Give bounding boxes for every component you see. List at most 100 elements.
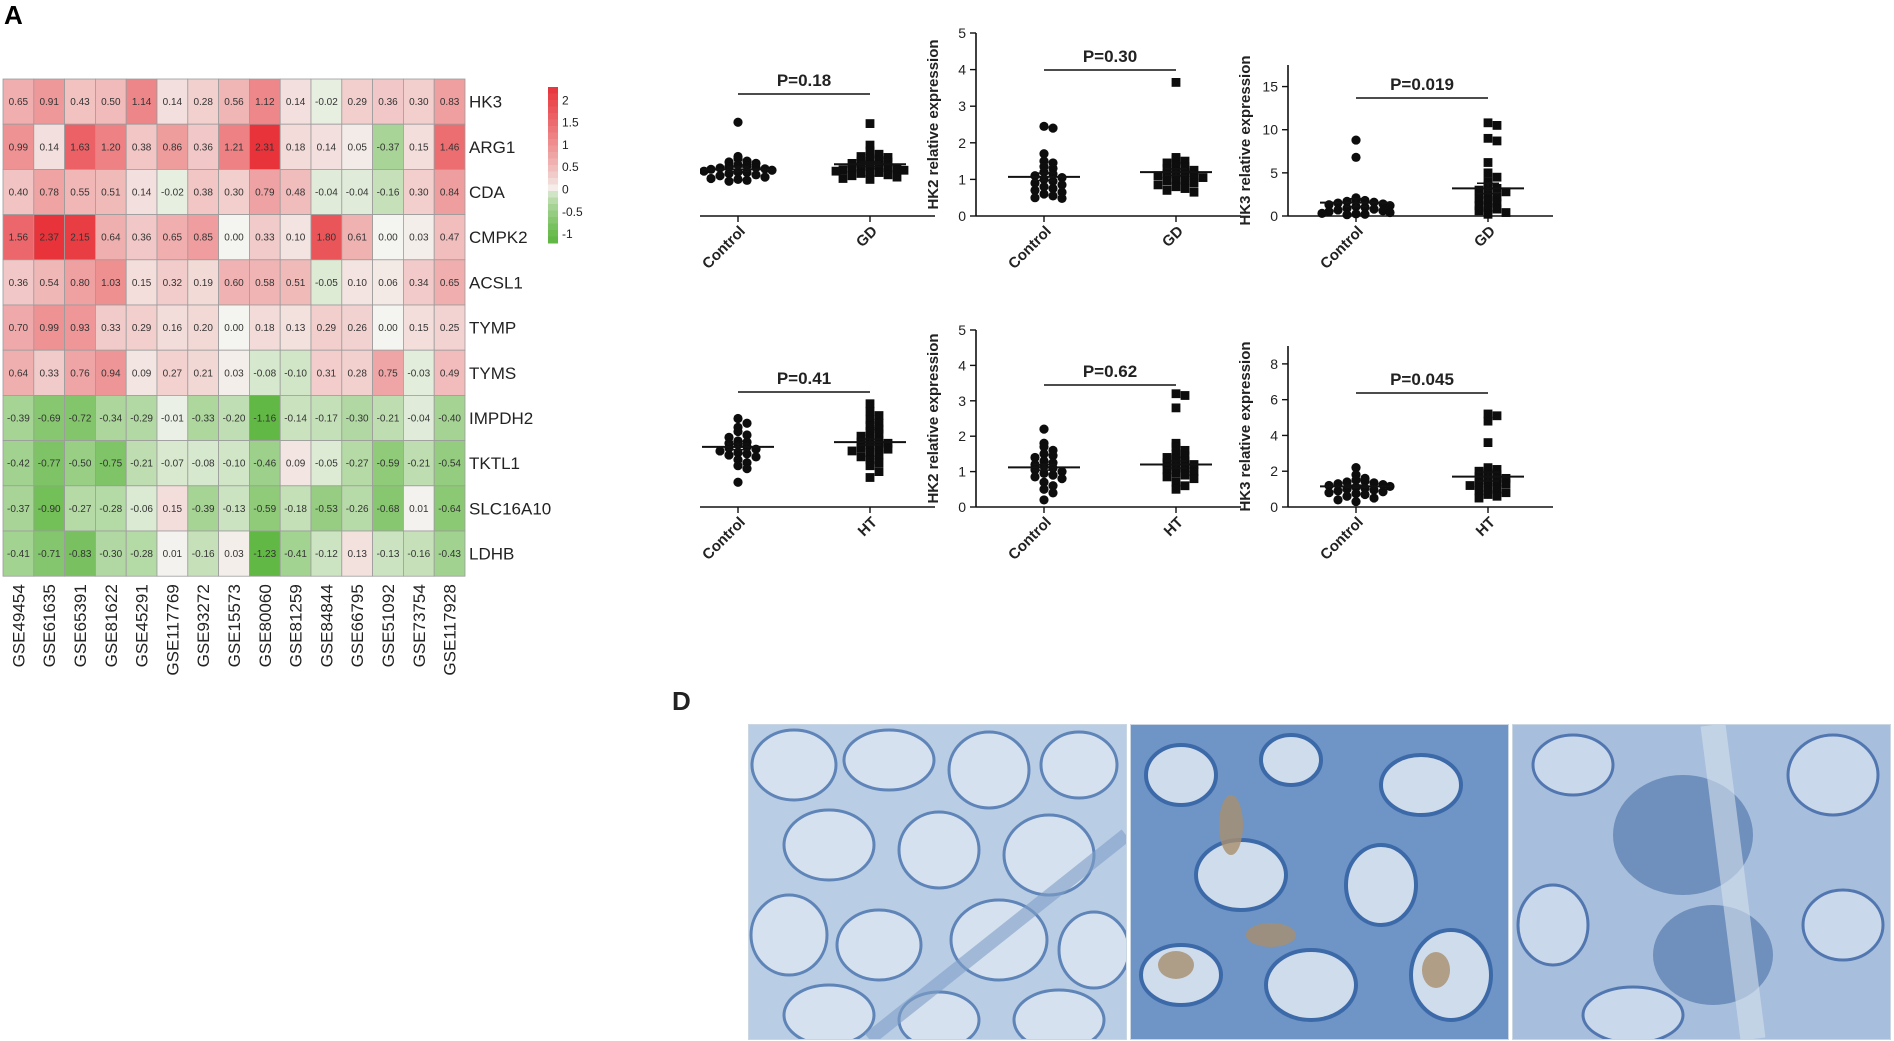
heatmap-column-label: GSE84844	[317, 584, 336, 667]
data-point	[1039, 468, 1049, 478]
heatmap-cell	[279, 394, 312, 441]
heatmap-cell	[341, 530, 373, 577]
legend-color-step	[548, 119, 558, 127]
legend-color-step	[548, 191, 558, 198]
heatmap-cell	[95, 123, 127, 170]
y-tick-label: 1	[958, 171, 966, 187]
y-tick-label: 0	[958, 499, 966, 515]
data-point	[874, 149, 884, 159]
heatmap-cell-value: 0.40	[9, 188, 29, 199]
data-point	[1048, 481, 1058, 491]
heatmap-cell-value: -0.90	[38, 504, 61, 515]
heatmap-cell-value: 0.54	[39, 278, 59, 289]
data-point	[1385, 207, 1395, 218]
heatmap-cell-value: -0.69	[38, 414, 61, 425]
legend-color-step	[548, 145, 558, 153]
heatmap-cell-value: -0.03	[407, 368, 430, 379]
legend-color-step	[548, 184, 558, 192]
heatmap-cell-value: 0.14	[286, 97, 306, 108]
heatmap-cell	[341, 304, 373, 351]
heatmap-cell	[248, 304, 281, 351]
heatmap-cell-value: -0.27	[346, 459, 369, 470]
data-point	[865, 421, 875, 430]
data-point	[1483, 409, 1493, 419]
heatmap-cell-value: 0.25	[440, 323, 460, 334]
heatmap-cell-value: -0.28	[99, 504, 122, 515]
heatmap-cell	[279, 485, 312, 532]
heatmap-cell-value: 2.31	[255, 142, 275, 153]
data-point	[1030, 452, 1040, 463]
heatmap-cell	[218, 259, 250, 306]
heatmap-cell-value: 0.60	[224, 278, 244, 289]
legend-tick-label: 1	[562, 138, 569, 152]
heatmap-cell-value: 0.38	[132, 142, 152, 153]
legend-color-step	[548, 210, 558, 218]
dot-plot-c-3: 0 2 4 6 8 HK3 relative expression Control HT P=0…	[1237, 341, 1553, 564]
heatmap-cell-value: 0.21	[193, 368, 213, 379]
heatmap-cell-value: 0.27	[163, 368, 183, 379]
heatmap-cell	[95, 259, 127, 306]
heatmap-row-label: CDA	[469, 183, 506, 202]
heatmap-column-label: GSE80060	[256, 584, 275, 667]
data-point	[1483, 196, 1493, 205]
data-point	[883, 438, 893, 448]
heatmap-cell	[433, 394, 466, 441]
panel-label-a: A	[4, 0, 23, 30]
heatmap-cell	[402, 530, 435, 577]
heatmap-cell	[187, 123, 220, 170]
heatmap-cell-value: -0.64	[438, 504, 461, 515]
heatmap-cell-value: -0.08	[253, 368, 276, 379]
y-tick-label: 15	[1262, 79, 1278, 95]
legend-tick-label: -1	[562, 227, 573, 241]
heatmap-cell-value: -0.16	[192, 549, 215, 560]
heatmap-cell	[156, 168, 189, 215]
heatmap-cell-value: -0.21	[407, 459, 430, 470]
y-axis-title: HK2 relative expression	[925, 39, 942, 209]
data-point	[1039, 167, 1049, 177]
data-point	[1492, 470, 1502, 480]
heatmap-cell	[248, 259, 281, 306]
data-point	[1492, 484, 1502, 494]
heatmap-cell	[156, 440, 189, 487]
legend-color-step	[548, 204, 558, 211]
heatmap-cell	[33, 78, 65, 125]
heatmap-cell	[279, 168, 312, 215]
data-point	[715, 446, 725, 456]
heatmap-cell	[218, 394, 250, 441]
data-point	[733, 117, 743, 127]
heatmap-cell-value: 0.20	[193, 323, 213, 334]
data-point	[1483, 190, 1493, 199]
data-point	[1378, 199, 1388, 209]
heatmap-cell-value: -0.02	[161, 188, 184, 199]
heatmap-cell-value: 1.03	[101, 278, 121, 289]
data-point	[865, 415, 875, 425]
heatmap-cell-value: 0.65	[9, 97, 29, 108]
heatmap-cell-value: 0.83	[440, 97, 460, 108]
heatmap-cell-value: 0.50	[101, 97, 121, 108]
heatmap-cell-value: 0.14	[317, 142, 337, 153]
heatmap-cell-value: -0.59	[253, 504, 276, 515]
heatmap-cell-value: 0.01	[163, 549, 183, 560]
data-point	[865, 473, 875, 482]
heatmap-row-label: HK3	[469, 93, 502, 112]
heatmap-row-labels: HK3 ARG1 CDA CMPK2 ACSL1 TYMP TYMS IMPDH2 TKTL1 S…	[469, 93, 551, 564]
heatmap-cell	[187, 440, 220, 487]
data-point	[883, 444, 893, 454]
heatmap-cell	[218, 304, 250, 351]
heatmap-cell-value: -0.07	[161, 459, 184, 470]
heatmap-cell-value: 0.05	[347, 142, 367, 153]
data-point	[1501, 473, 1511, 483]
data-point	[1180, 470, 1190, 480]
data-point	[874, 418, 884, 428]
data-point	[1171, 182, 1181, 192]
heatmap-cell-value: -0.21	[377, 414, 400, 425]
data-point	[1492, 192, 1502, 202]
x-category-label: GD	[1471, 223, 1499, 251]
data-point	[874, 450, 884, 460]
data-point	[1360, 202, 1370, 212]
data-point	[1369, 485, 1379, 495]
data-point	[865, 461, 875, 471]
x-category-label: HT	[1161, 514, 1187, 540]
legend-color-step	[548, 139, 558, 146]
data-point	[1189, 170, 1199, 180]
